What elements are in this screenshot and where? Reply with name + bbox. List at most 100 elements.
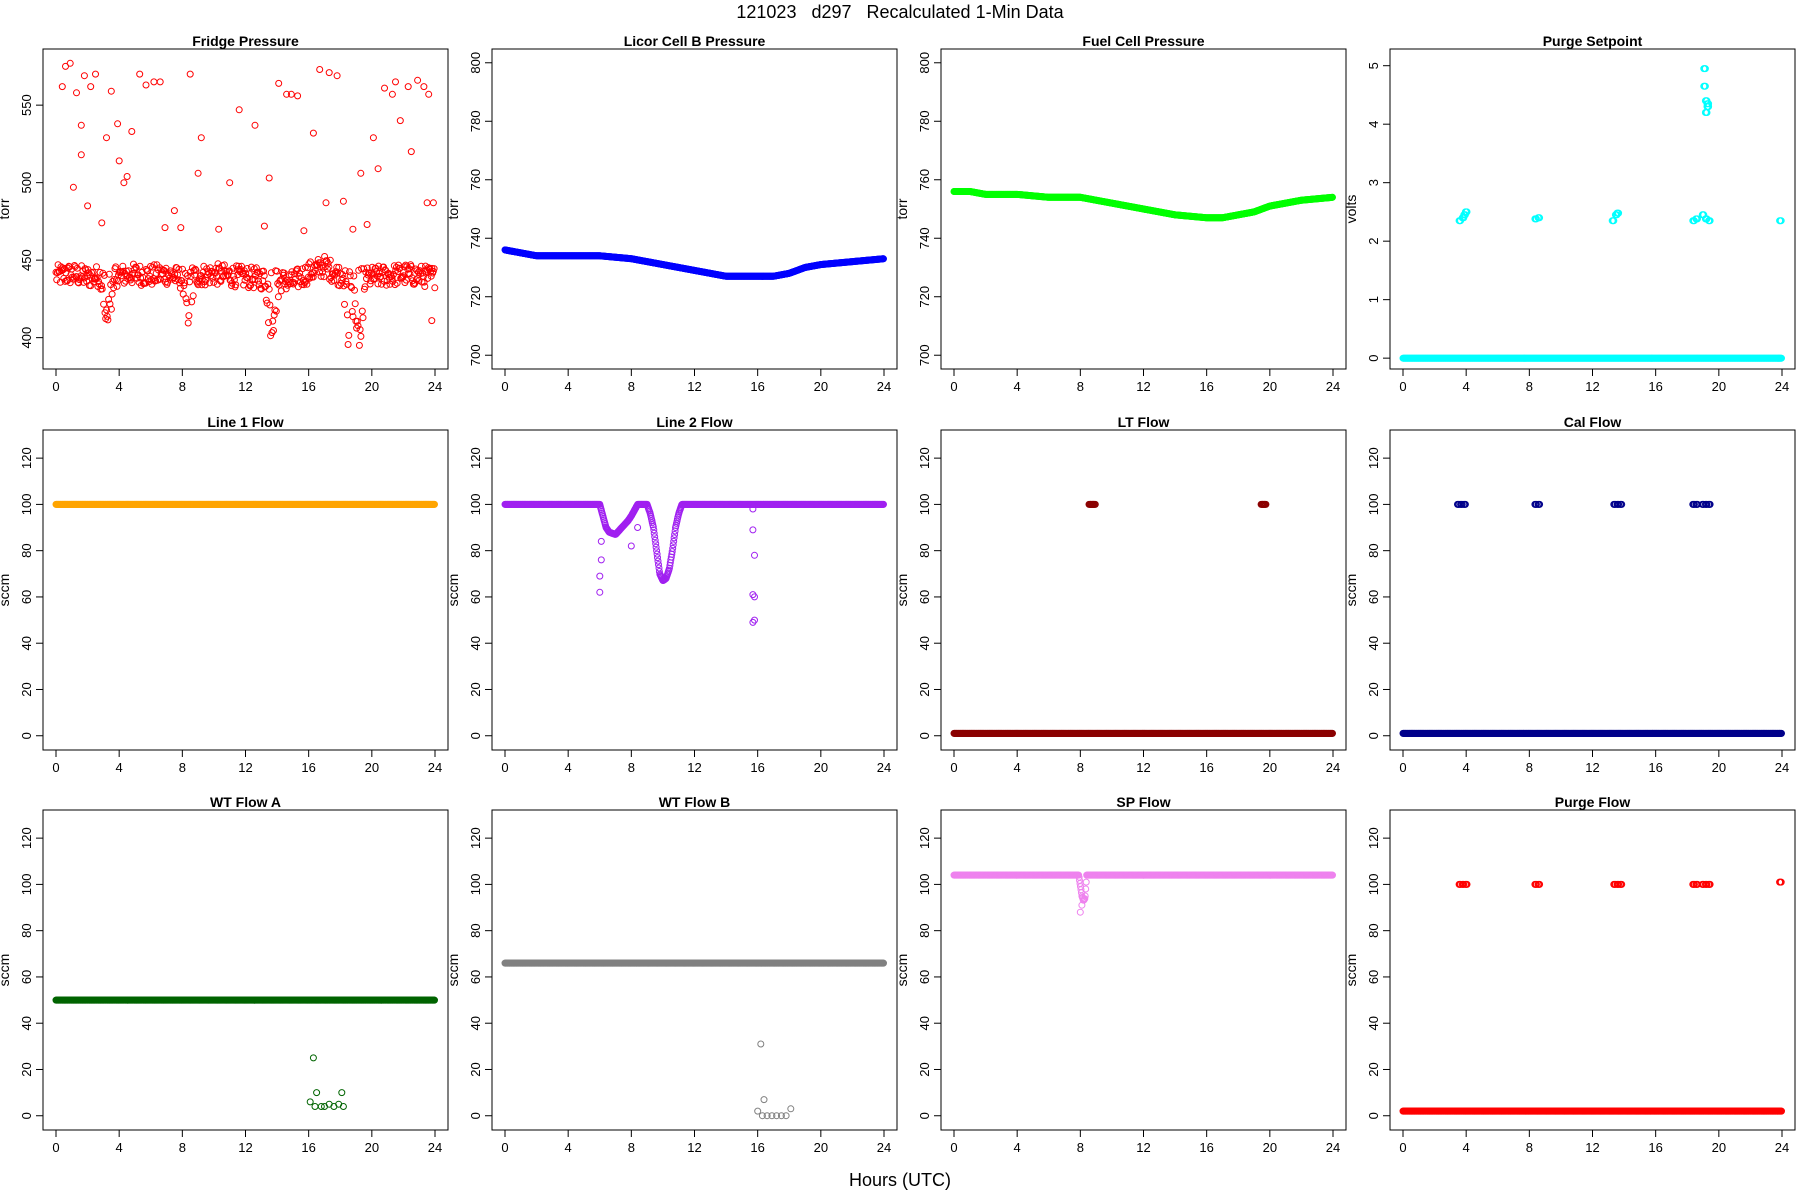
data-point: [381, 84, 388, 92]
x-tick-label: 0: [501, 760, 508, 775]
data-point: [275, 79, 283, 87]
data-point: [100, 300, 108, 308]
page-title: 121023 d297 Recalculated 1-Min Data: [736, 2, 1064, 22]
data-point: [304, 264, 312, 272]
data-point: [325, 69, 333, 77]
data-point: [268, 329, 276, 337]
data-point: [301, 279, 309, 287]
data-point: [596, 572, 604, 580]
data-point: [346, 268, 353, 276]
data-point: [429, 267, 437, 275]
x-tick-label: 16: [1199, 379, 1213, 394]
x-tick-label: 0: [52, 760, 59, 775]
x-tick-label: 0: [950, 379, 957, 394]
data-point: [89, 268, 97, 276]
data-point: [417, 262, 425, 270]
data-point: [260, 222, 268, 230]
x-tick-label: 24: [877, 760, 891, 775]
panel-title: Purge Setpoint: [1543, 33, 1643, 49]
data-point: [189, 292, 197, 300]
data-point: [214, 260, 222, 268]
data-point: [1531, 215, 1539, 223]
data-point: [404, 83, 412, 91]
data-point: [146, 272, 154, 280]
data-point: [366, 280, 374, 288]
x-tick-label: 8: [1077, 760, 1084, 775]
y-axis-label: volts: [1343, 195, 1359, 224]
data-point: [410, 280, 418, 288]
data-point: [260, 272, 268, 280]
data-point: [597, 556, 605, 564]
data-point: [98, 219, 106, 227]
y-tick-label: 760: [917, 169, 932, 191]
data-point: [154, 276, 162, 284]
y-tick-label: 2: [1366, 238, 1381, 245]
data-point: [270, 311, 278, 319]
data-point: [66, 59, 74, 67]
x-tick-label: 12: [1136, 760, 1150, 775]
x-tick-label: 16: [750, 760, 764, 775]
data-point: [354, 322, 362, 330]
data-point: [326, 256, 334, 264]
y-tick-label: 700: [917, 344, 932, 366]
data-point: [237, 266, 245, 273]
data-point: [356, 326, 364, 334]
data-point: [175, 265, 183, 273]
y-tick-label: 3: [1366, 179, 1381, 186]
panel-title: LT Flow: [1118, 414, 1170, 430]
x-tick-label: 8: [1526, 379, 1533, 394]
data-point: [299, 277, 307, 285]
y-tick-label: 740: [917, 227, 932, 249]
data-point: [377, 272, 385, 280]
data-point: [309, 129, 317, 137]
data-point: [170, 207, 178, 215]
y-tick-label: 40: [19, 636, 34, 650]
x-tick-label: 8: [628, 760, 635, 775]
data-point: [321, 253, 329, 260]
data-point: [92, 70, 99, 78]
data-point: [192, 266, 200, 274]
y-tick-label: 800: [468, 52, 483, 74]
data-point: [150, 78, 158, 86]
data-point: [357, 169, 365, 177]
data-point: [215, 225, 223, 233]
data-point: [251, 276, 259, 283]
data-point: [274, 293, 282, 301]
y-tick-label: 60: [19, 590, 34, 604]
data-point: [260, 267, 267, 275]
x-tick-label: 24: [1326, 379, 1340, 394]
x-tick-label: 12: [687, 760, 701, 775]
data-point: [346, 272, 354, 280]
data-point: [213, 272, 221, 280]
data-point: [110, 284, 118, 292]
data-point: [325, 263, 333, 271]
panel-title: Line 2 Flow: [656, 414, 732, 430]
data-point: [294, 92, 302, 100]
data-point: [107, 305, 115, 313]
data-point: [420, 278, 428, 286]
y-tick-label: 800: [917, 52, 932, 74]
data-point: [414, 76, 422, 84]
y-tick-label: 80: [468, 543, 483, 557]
data-point: [353, 317, 361, 325]
data-point: [306, 258, 314, 266]
data-point: [103, 312, 111, 320]
data-point: [196, 275, 203, 283]
x-tick-label: 4: [116, 760, 123, 775]
data-points: [52, 59, 439, 349]
data-point: [412, 276, 420, 284]
data-point: [365, 269, 373, 277]
data-point: [326, 275, 334, 283]
x-tick-label: 16: [750, 379, 764, 394]
data-point: [287, 90, 295, 98]
data-point: [108, 290, 116, 298]
x-tick-label: 12: [1585, 379, 1599, 394]
data-point: [1778, 354, 1785, 362]
data-point: [341, 300, 348, 308]
data-point: [272, 307, 280, 315]
data-point: [84, 202, 92, 210]
